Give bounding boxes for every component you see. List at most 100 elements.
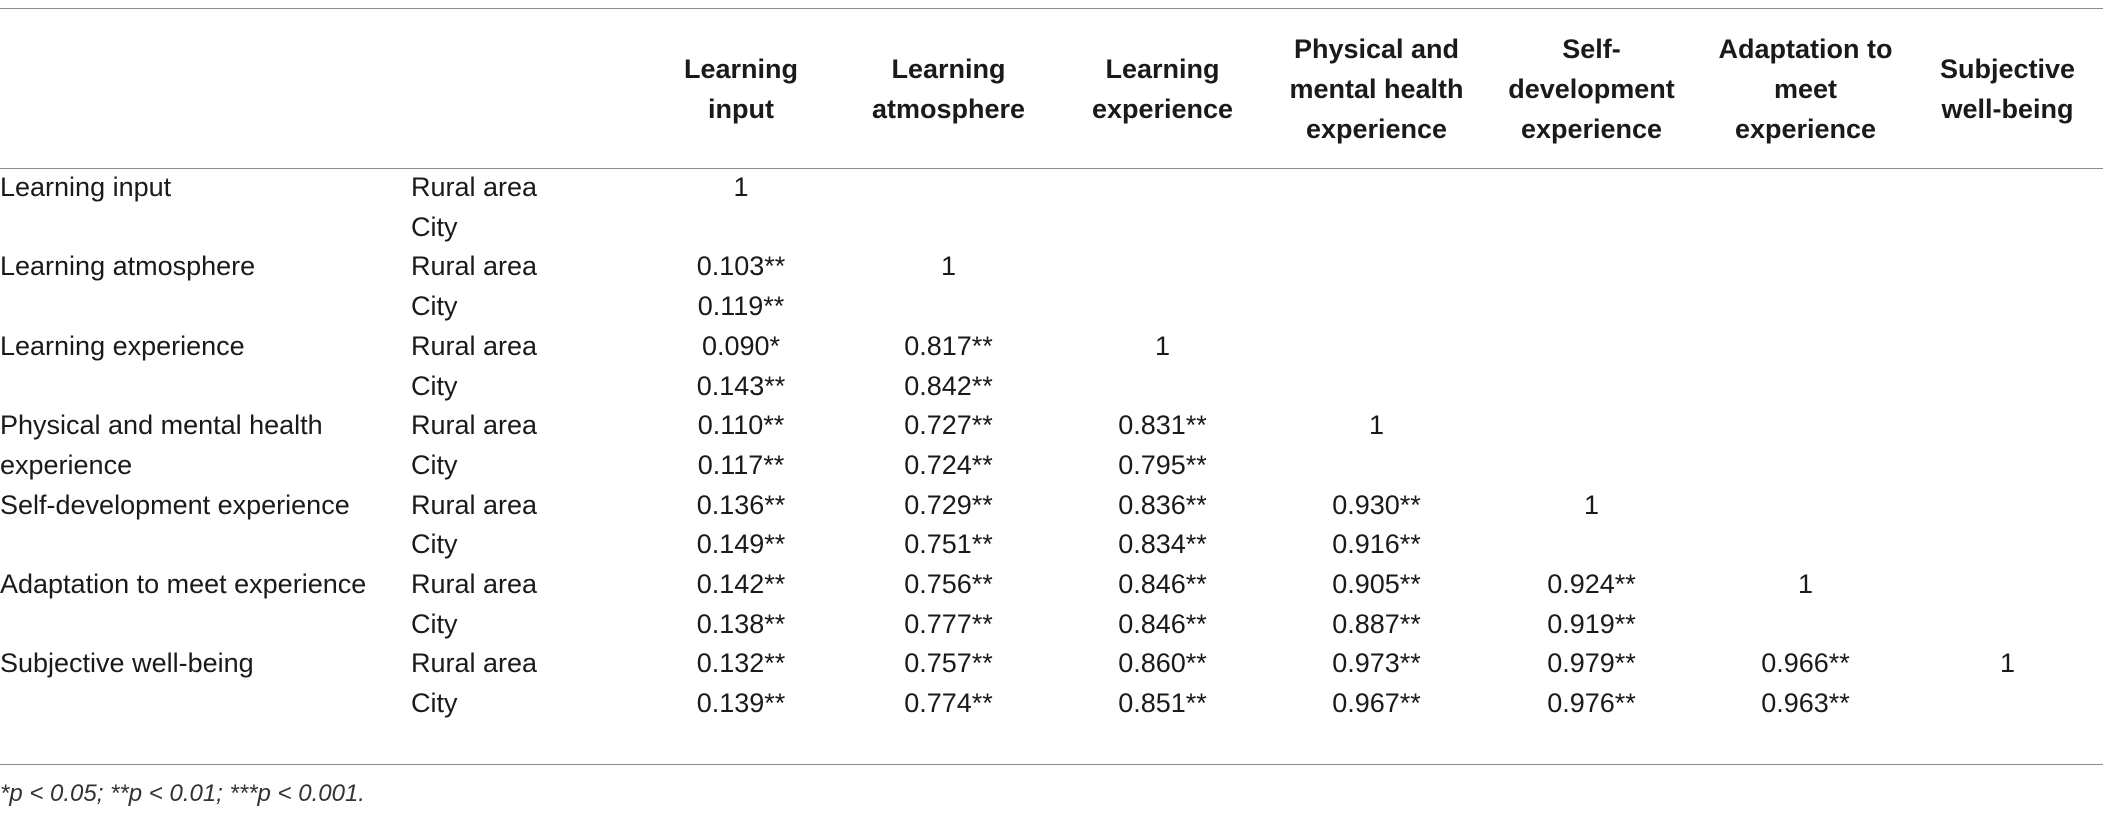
header-rule — [0, 168, 2103, 169]
header-row: Learning input Learning atmosphere Learning e… — [0, 9, 2103, 168]
correlation-cell — [1912, 525, 2103, 565]
column-header-line: experience — [1734, 113, 1877, 144]
correlation-cell — [1269, 208, 1484, 248]
row-variable-label: Learning atmosphere — [0, 251, 256, 282]
correlation-cell — [641, 208, 841, 248]
correlation-cell — [1912, 247, 2103, 287]
top-rule — [0, 8, 2103, 9]
correlation-cell — [1912, 565, 2103, 605]
correlation-cell — [1269, 247, 1484, 287]
column-header-line: well-being — [1941, 93, 2074, 124]
group-label: Rural area — [411, 251, 538, 282]
table-row: City 0.139** 0.774** 0.851** 0.967** 0.976** 0… — [0, 684, 2103, 724]
correlation-cell — [1699, 605, 1912, 645]
correlation-cell — [1269, 446, 1484, 486]
column-header: Self-development experience — [1484, 9, 1699, 168]
table-row: Subjective well-being Rural area 0.132** 0.… — [0, 644, 2103, 684]
correlation-cell — [1484, 247, 1699, 287]
group-label: City — [411, 449, 458, 480]
table-row: City 0.149** 0.751** 0.834** 0.916** — [0, 525, 2103, 565]
column-header-line: input — [708, 93, 774, 124]
correlation-cell: 0.777** — [904, 608, 993, 639]
correlation-cell — [1484, 446, 1699, 486]
correlation-cell: 1 — [1583, 489, 1600, 520]
correlation-cell: 0.751** — [904, 529, 993, 560]
table-header: Learning input Learning atmosphere Learning e… — [0, 9, 2103, 168]
table-row: City 0.117** 0.724** 0.795** — [0, 446, 2103, 486]
column-header-line: experience — [1520, 113, 1663, 144]
correlation-cell: 0.149** — [696, 529, 786, 560]
table-body: Learning input Rural area 1 City Learning at… — [0, 168, 2103, 724]
column-header: Adaptation to meet experience — [1699, 9, 1912, 168]
correlation-cell: 0.842** — [904, 370, 993, 401]
correlation-cell — [841, 208, 1056, 248]
correlation-cell — [1912, 406, 2103, 446]
correlation-cell — [1912, 446, 2103, 486]
correlation-cell: 0.142** — [696, 569, 786, 600]
group-label: Rural area — [411, 410, 538, 441]
header-blank-cell — [0, 9, 411, 168]
column-header-line: Physical and — [1293, 33, 1460, 64]
table-row: Self-development experience Rural area 0.1… — [0, 486, 2103, 526]
correlation-cell: 0.851** — [1118, 688, 1207, 719]
correlation-cell — [841, 287, 1056, 327]
correlation-cell: 1 — [940, 251, 957, 282]
correlation-cell — [1269, 367, 1484, 407]
correlation-cell — [1484, 406, 1699, 446]
row-variable-label: Self-development experience — [0, 489, 350, 520]
correlation-cell: 0.967** — [1332, 688, 1421, 719]
column-header-line: Learning — [683, 53, 798, 84]
header-blank-cell — [411, 9, 641, 168]
correlation-cell: 1 — [733, 172, 749, 202]
correlation-cell: 0.774** — [904, 688, 993, 719]
correlation-cell — [1912, 367, 2103, 407]
column-header: Subjective well-being — [1912, 9, 2103, 168]
column-header-line: Adaptation to — [1718, 33, 1893, 64]
correlation-cell — [1269, 287, 1484, 327]
correlation-cell: 1 — [1797, 569, 1814, 600]
correlation-cell: 0.905** — [1332, 569, 1421, 600]
correlation-cell: 0.132** — [696, 648, 786, 679]
correlation-cell: 1 — [1999, 648, 2016, 679]
row-variable-label: Learning input — [0, 172, 172, 202]
correlation-table: Learning input Learning atmosphere Learning e… — [0, 9, 2103, 724]
correlation-cell: 0.919** — [1547, 608, 1636, 639]
correlation-cell — [1484, 287, 1699, 327]
correlation-cell: 0.756** — [904, 569, 993, 600]
significance-footnote: *p < 0.05; **p < 0.01; ***p < 0.001. — [0, 780, 365, 807]
group-label: Rural area — [411, 330, 538, 361]
correlation-cell — [841, 168, 1056, 208]
column-header-line: Self- — [1562, 33, 1621, 64]
group-label: City — [411, 370, 458, 401]
table-row: City — [0, 208, 2103, 248]
correlation-cell — [1699, 168, 1912, 208]
column-header: Learning input — [641, 9, 841, 168]
correlation-cell: 0.724** — [904, 449, 993, 480]
correlation-cell: 0.979** — [1547, 648, 1636, 679]
correlation-cell — [1269, 168, 1484, 208]
correlation-cell — [1699, 525, 1912, 565]
correlation-cell: 0.831** — [1118, 410, 1207, 441]
group-label: City — [411, 608, 458, 639]
bottom-rule — [0, 764, 2103, 765]
correlation-cell — [1056, 168, 1269, 208]
correlation-cell: 0.930** — [1332, 489, 1421, 520]
row-variable-label: Learning experience — [0, 330, 245, 361]
table-row: Learning input Rural area 1 — [0, 168, 2103, 208]
correlation-cell — [1484, 327, 1699, 367]
correlation-cell: 0.924** — [1547, 569, 1636, 600]
group-label: City — [411, 291, 458, 322]
column-header: Learning experience — [1056, 9, 1269, 168]
table-row: Physical and mental health experience Rur… — [0, 406, 2103, 480]
correlation-cell: 0.795** — [1118, 449, 1207, 480]
correlation-cell — [1056, 247, 1269, 287]
correlation-cell: 0.139** — [696, 688, 786, 719]
correlation-cell — [1912, 287, 2103, 327]
correlation-cell: 0.727** — [904, 410, 993, 441]
table-row: City 0.119** — [0, 287, 2103, 327]
group-label: City — [411, 529, 458, 560]
column-header-line: development — [1508, 73, 1675, 104]
column-header: Learning atmosphere — [841, 9, 1056, 168]
correlation-cell — [1912, 486, 2103, 526]
correlation-cell: 0.110** — [697, 410, 785, 441]
